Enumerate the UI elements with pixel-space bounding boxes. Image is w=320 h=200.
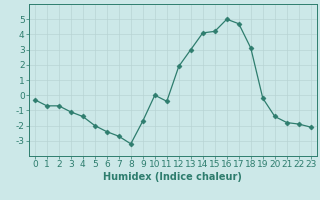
X-axis label: Humidex (Indice chaleur): Humidex (Indice chaleur) xyxy=(103,172,242,182)
